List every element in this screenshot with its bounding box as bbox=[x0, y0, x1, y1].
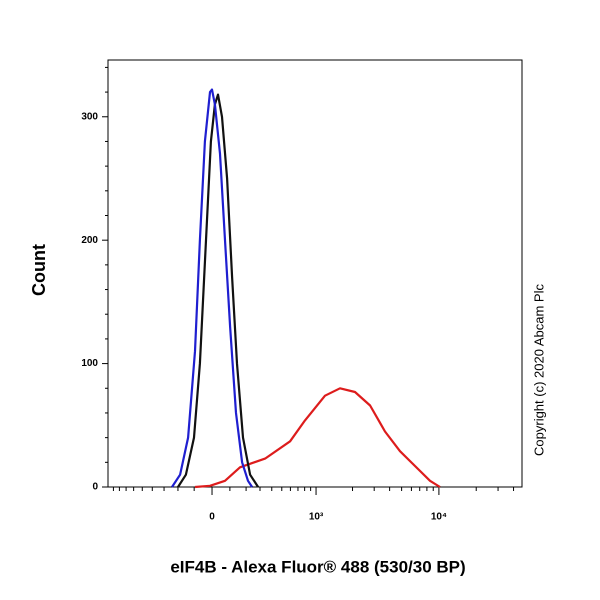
histogram-line bbox=[177, 93, 260, 488]
x-tick-label: 10⁴ bbox=[431, 512, 447, 523]
y-tick-label: 0 bbox=[92, 482, 98, 493]
histogram-line bbox=[194, 387, 441, 489]
y-tick-label: 200 bbox=[81, 235, 98, 246]
x-tick-label: 0 bbox=[209, 512, 215, 523]
copyright-note: Copyright (c) 2020 Abcam Plc bbox=[531, 284, 546, 456]
y-tick-label: 300 bbox=[81, 111, 98, 122]
x-axis-label: eIF4B - Alexa Fluor® 488 (530/30 BP) bbox=[170, 557, 465, 576]
y-axis-label: Count bbox=[29, 244, 49, 296]
plot-frame bbox=[107, 59, 523, 488]
y-tick-label: 100 bbox=[81, 358, 98, 369]
x-tick-label: 10³ bbox=[309, 512, 324, 523]
histogram-line bbox=[171, 88, 254, 488]
